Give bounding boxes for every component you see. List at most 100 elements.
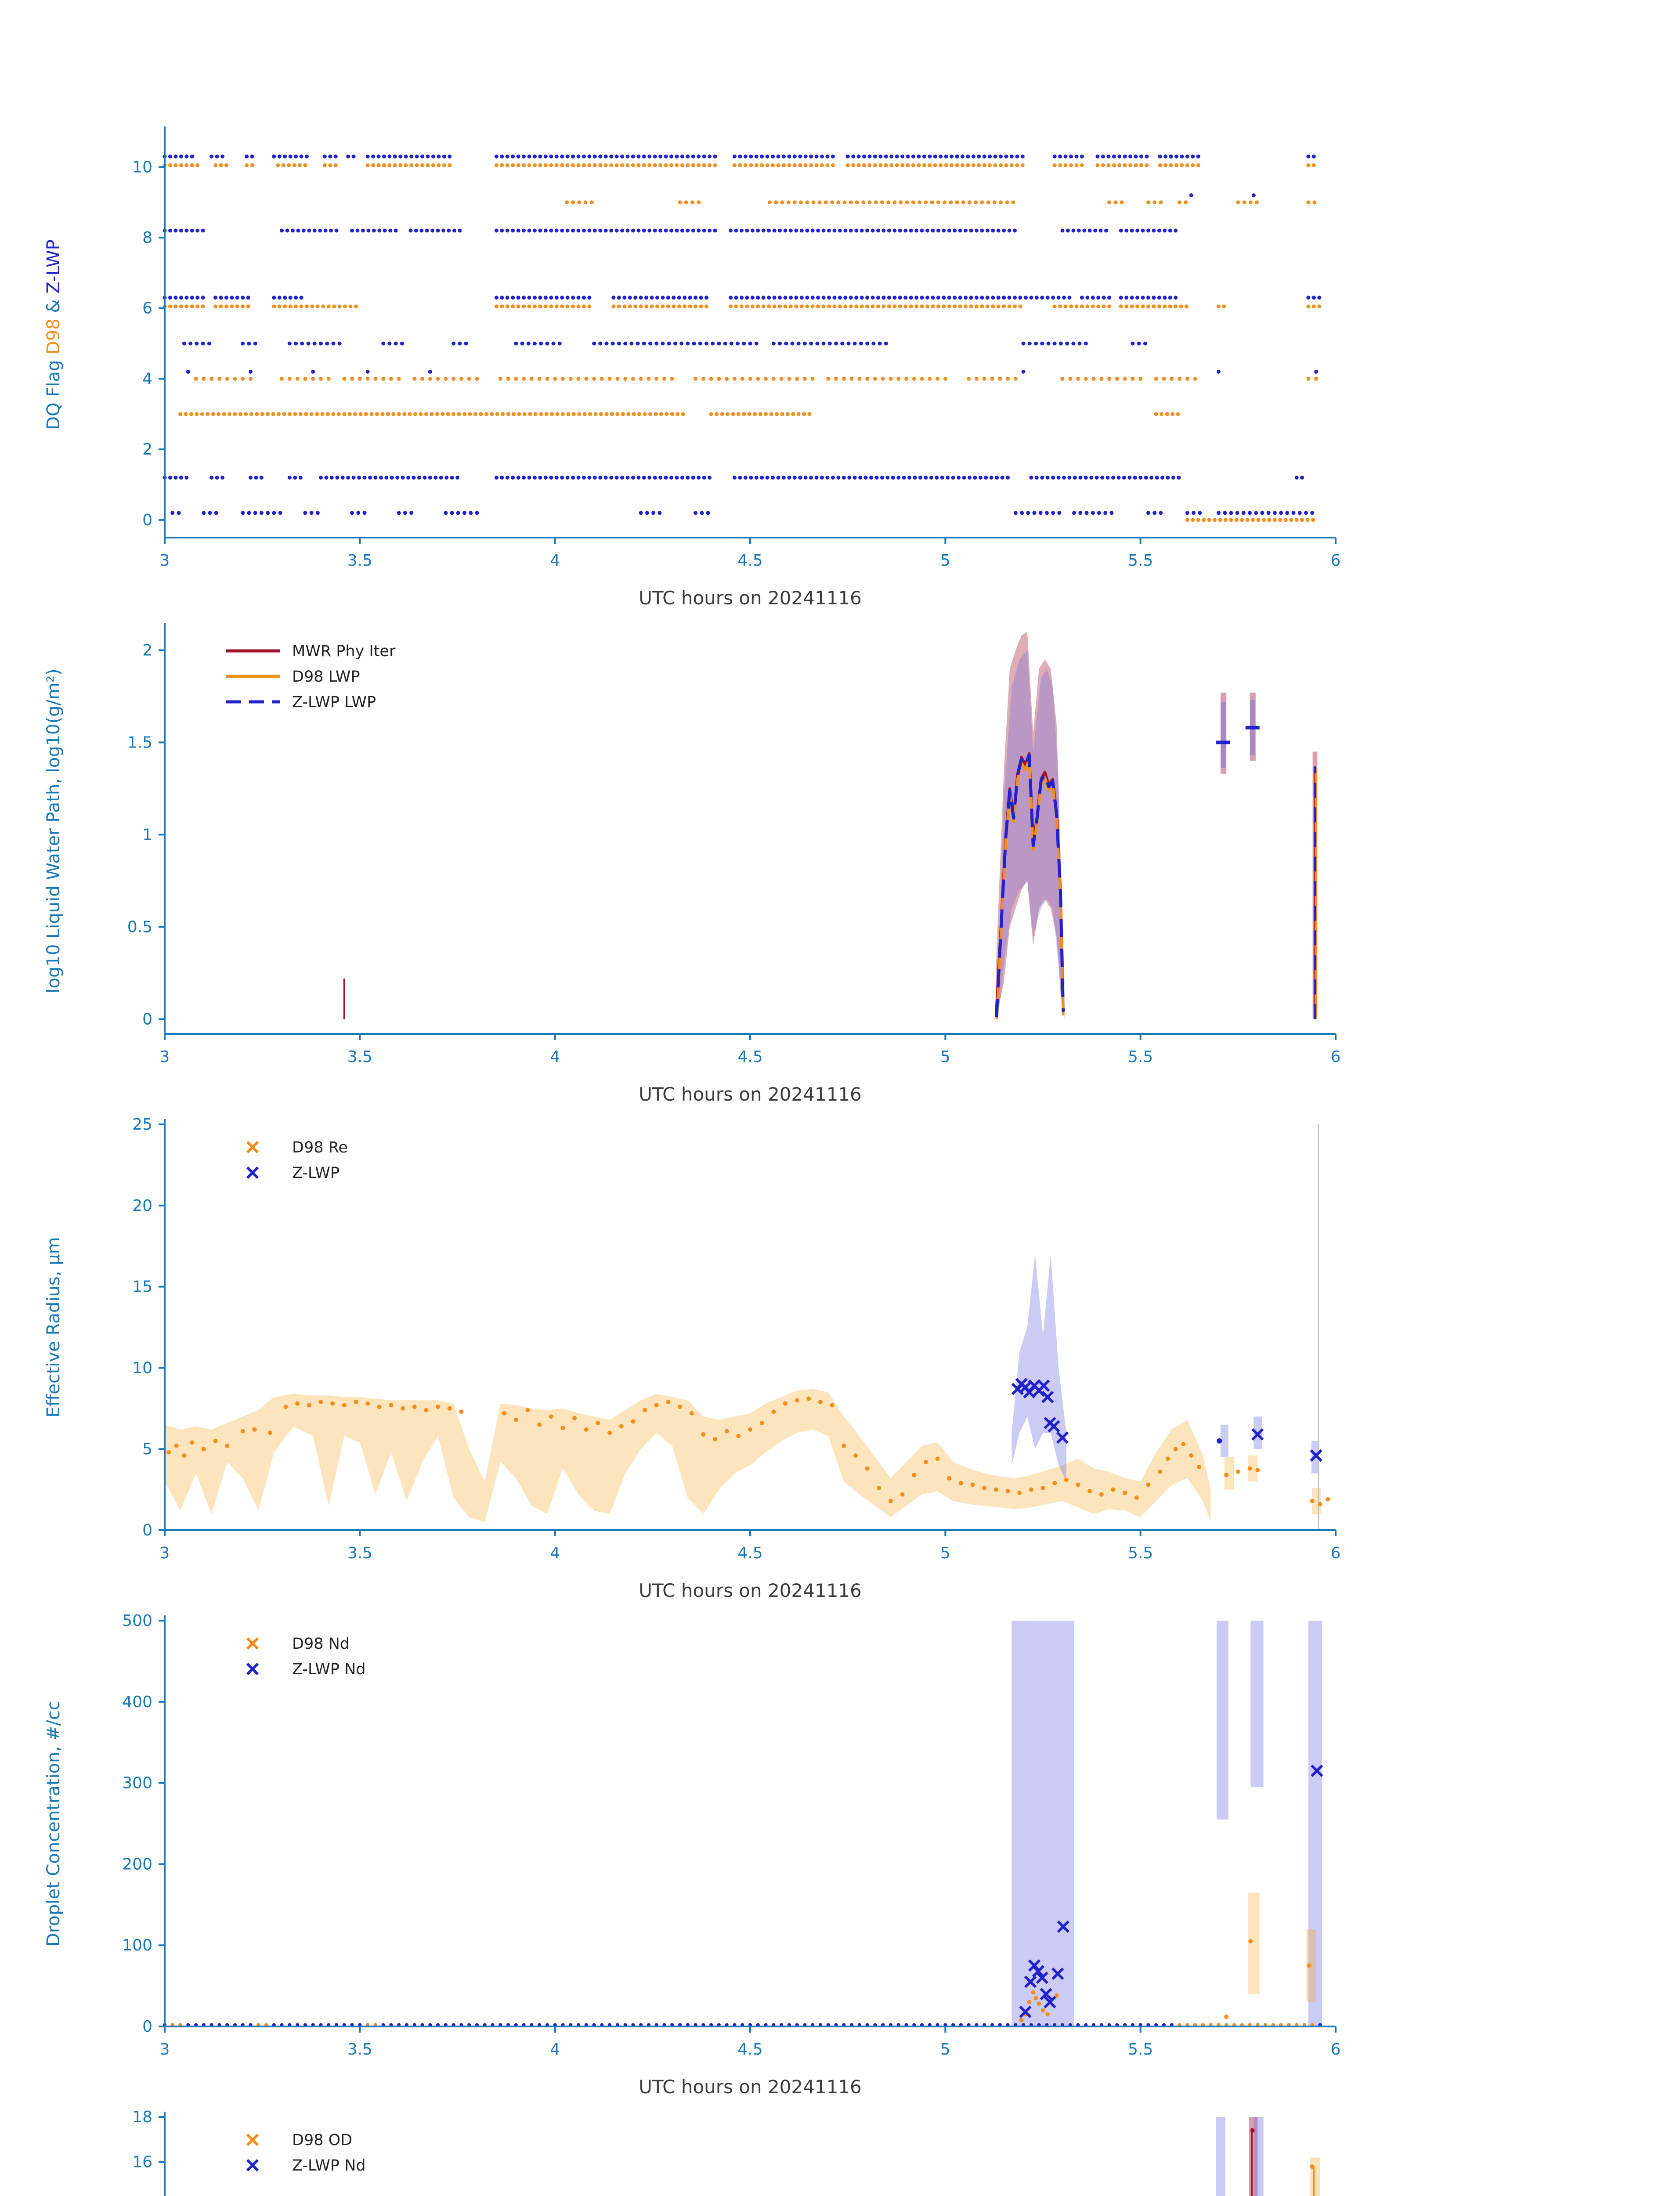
y-axis-label: DQ Flag D98 & Z-LWP <box>43 239 64 430</box>
x-tick-label: 4.5 <box>737 552 762 570</box>
z-lwp-re-dot <box>1217 1438 1222 1444</box>
d98-re-points <box>166 1396 1330 1506</box>
dot-row <box>163 228 1178 233</box>
x-tick-label: 4.5 <box>737 2041 762 2059</box>
x-tick-label: 3 <box>160 2041 170 2059</box>
legend-sample-x-marker <box>246 2159 259 2172</box>
y-axis-label: log10 Liquid Water Path, log10(g/m²) <box>43 668 64 993</box>
x-tick-label: 3.5 <box>347 1048 372 1066</box>
x-tick-label: 3.5 <box>347 552 372 570</box>
y-tick-label: 4 <box>142 370 152 388</box>
legend-sample-x-marker <box>246 1141 259 1154</box>
panel-effective-radius: 0 5 10 15 20 25 3 3.5 4 4.5 5 5.5 6 UTC hours on 2024… <box>43 1116 1340 1601</box>
x-tick-label: 4.5 <box>737 1048 762 1066</box>
y-tick-label: 10 <box>132 1359 152 1377</box>
dot-row <box>1185 518 1315 522</box>
x-tick-label: 5.5 <box>1128 1544 1153 1562</box>
uncertainty-vband <box>1224 1457 1234 1490</box>
uncertainty-vband <box>1248 1455 1258 1482</box>
y-tick-label: 18 <box>132 2108 152 2126</box>
dot-row <box>1189 193 1256 198</box>
y-tick-label: 300 <box>122 1774 152 1792</box>
x-tick-label: 6 <box>1331 1048 1341 1066</box>
x-tick-label: 5 <box>940 552 950 570</box>
legend-sample-x-marker <box>246 1662 259 1676</box>
uncertainty-vband <box>1220 693 1227 774</box>
uncertainty-vband <box>1250 1621 1264 1787</box>
y-tick-label: 16 <box>132 2153 152 2171</box>
x-axis-label: UTC hours on 20241116 <box>639 1084 862 1105</box>
z-lwp-nd-points <box>1019 1764 1323 2018</box>
uncertainty-band <box>998 650 1062 1019</box>
y-tick-label: 5 <box>142 1440 152 1458</box>
x-tick-label: 5 <box>940 1048 950 1066</box>
x-axis-label: UTC hours on 20241116 <box>639 2076 862 2098</box>
z-lwp-point-markers <box>1216 726 1260 744</box>
y-tick-label: 6 <box>142 300 152 318</box>
y-tick-label: 0.5 <box>127 918 152 936</box>
x-axis-label: UTC hours on 20241116 <box>639 1580 862 1601</box>
uncertainty-band <box>996 632 1065 1019</box>
legend-label: MWR Phy Iter <box>292 643 396 660</box>
uncertainty-vband <box>1310 2157 1320 2196</box>
legend-label: Z-LWP <box>292 1164 340 1182</box>
legend-label: D98 Re <box>292 1139 348 1156</box>
dot-row <box>186 369 1319 374</box>
panel-dq-flag: 0 2 4 6 8 10 3 3.5 4 4.5 5 5.5 6 UTC hours on 2024111… <box>43 126 1340 609</box>
uncertainty-vband <box>1308 1621 1322 2026</box>
mwr-od-points <box>1250 2128 1255 2133</box>
y-axis-label: Effective Radius, μm <box>43 1237 64 1417</box>
legend-sample-x-marker <box>246 2133 259 2146</box>
y-tick-label: 200 <box>122 1855 152 1873</box>
y-tick-label: 100 <box>122 1936 152 1954</box>
uncertainty-vband <box>1248 1893 1260 1994</box>
x-tick-label: 4 <box>550 1048 560 1066</box>
y-tick-label: 1 <box>142 826 152 844</box>
x-axis-label: UTC hours on 20241116 <box>639 587 862 609</box>
dot-row <box>163 475 1304 480</box>
y-tick-label: 25 <box>132 1116 152 1134</box>
legend-sample-x-marker <box>246 1637 259 1650</box>
x-tick-label: 5.5 <box>1128 1048 1153 1066</box>
y-tick-label: 400 <box>122 1693 152 1711</box>
uncertainty-vband <box>1216 2117 1225 2196</box>
x-tick-label: 4.5 <box>737 1544 762 1562</box>
z-lwp-re-points <box>1011 1378 1322 1462</box>
dot-row <box>163 304 1322 309</box>
y-tick-label: 2 <box>142 641 152 659</box>
x-tick-label: 5 <box>940 2041 950 2059</box>
legend-label: Z-LWP Nd <box>292 2157 366 2174</box>
dot-row <box>182 341 1147 346</box>
uncertainty-vband <box>1216 1621 1228 1820</box>
x-tick-label: 3 <box>160 552 170 570</box>
uncertainty-vband <box>1012 1621 1074 2026</box>
legend-label: D98 Nd <box>292 1635 350 1653</box>
y-tick-label: 0 <box>142 511 152 529</box>
x-tick-label: 3 <box>160 1048 170 1066</box>
uncertainty-vband <box>1221 702 1226 769</box>
dot-row <box>178 412 1180 416</box>
panel-droplet-concentration: 0 100 200 300 400 500 3 3.5 4 4.5 5 5.5 6 UTC hours o… <box>43 1612 1340 2098</box>
x-tick-label: 4 <box>550 2041 560 2059</box>
dot-row <box>170 511 1315 515</box>
y-tick-label: 15 <box>132 1278 152 1296</box>
x-tick-label: 3.5 <box>347 1544 372 1562</box>
y-tick-label: 8 <box>142 229 152 247</box>
x-tick-label: 3 <box>160 1544 170 1562</box>
x-tick-label: 6 <box>1331 1544 1341 1562</box>
panel-lwp: 0 0.5 1 1.5 2 3 3.5 4 4.5 5 5.5 6 UTC hours on 20241… <box>43 623 1340 1105</box>
legend-sample-x-marker <box>246 1166 259 1179</box>
dot-row <box>163 154 1316 159</box>
z-lwp-lwp <box>995 754 1065 1018</box>
x-tick-label: 3.5 <box>347 2041 372 2059</box>
x-tick-label: 6 <box>1331 2041 1341 2059</box>
x-tick-label: 5.5 <box>1128 2041 1153 2059</box>
uncertainty-vband <box>1220 1424 1228 1457</box>
legend-label: Z-LWP Nd <box>292 1661 366 1678</box>
legend-label: D98 LWP <box>292 668 360 686</box>
x-tick-label: 5.5 <box>1128 552 1153 570</box>
y-tick-label: 20 <box>132 1197 152 1215</box>
y-axis-label: Droplet Concentration, #/cc <box>43 1701 64 1947</box>
